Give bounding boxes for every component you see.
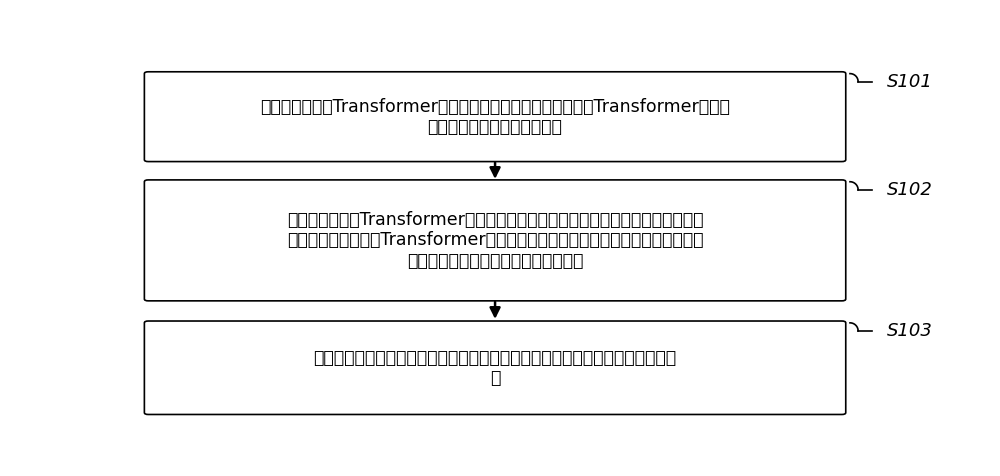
- FancyBboxPatch shape: [144, 180, 846, 301]
- Text: 下采样网络和特征上采样网络: 下采样网络和特征上采样网络: [428, 118, 562, 136]
- Text: 构建基于分层图Transformer的特征提取模块，主要包括基于图Transformer的特征: 构建基于分层图Transformer的特征提取模块，主要包括基于图Transfo…: [260, 98, 730, 116]
- Text: S101: S101: [887, 73, 933, 90]
- Text: 使用训练集对分层图Transformer点云分割网络进行有监督的训练，每轮训练根据: 使用训练集对分层图Transformer点云分割网络进行有监督的训练，每轮训练根…: [287, 231, 703, 249]
- Text: 使用训练好的网络模型对测试集中的点云进行预测，得到点云中每个点的分割结: 使用训练好的网络模型对测试集中的点云进行预测，得到点云中每个点的分割结: [314, 348, 677, 367]
- FancyBboxPatch shape: [144, 321, 846, 415]
- Text: S103: S103: [887, 322, 933, 340]
- Text: 果: 果: [490, 369, 500, 387]
- Text: 损失值，调整网络参数，得到网络模型: 损失值，调整网络参数，得到网络模型: [407, 251, 583, 269]
- Text: 搭建基于分层图Transformer的点云分割网络，使用带有权重的交叉熵损失函数，: 搭建基于分层图Transformer的点云分割网络，使用带有权重的交叉熵损失函数…: [287, 211, 703, 229]
- FancyBboxPatch shape: [144, 72, 846, 161]
- Text: S102: S102: [887, 181, 933, 199]
